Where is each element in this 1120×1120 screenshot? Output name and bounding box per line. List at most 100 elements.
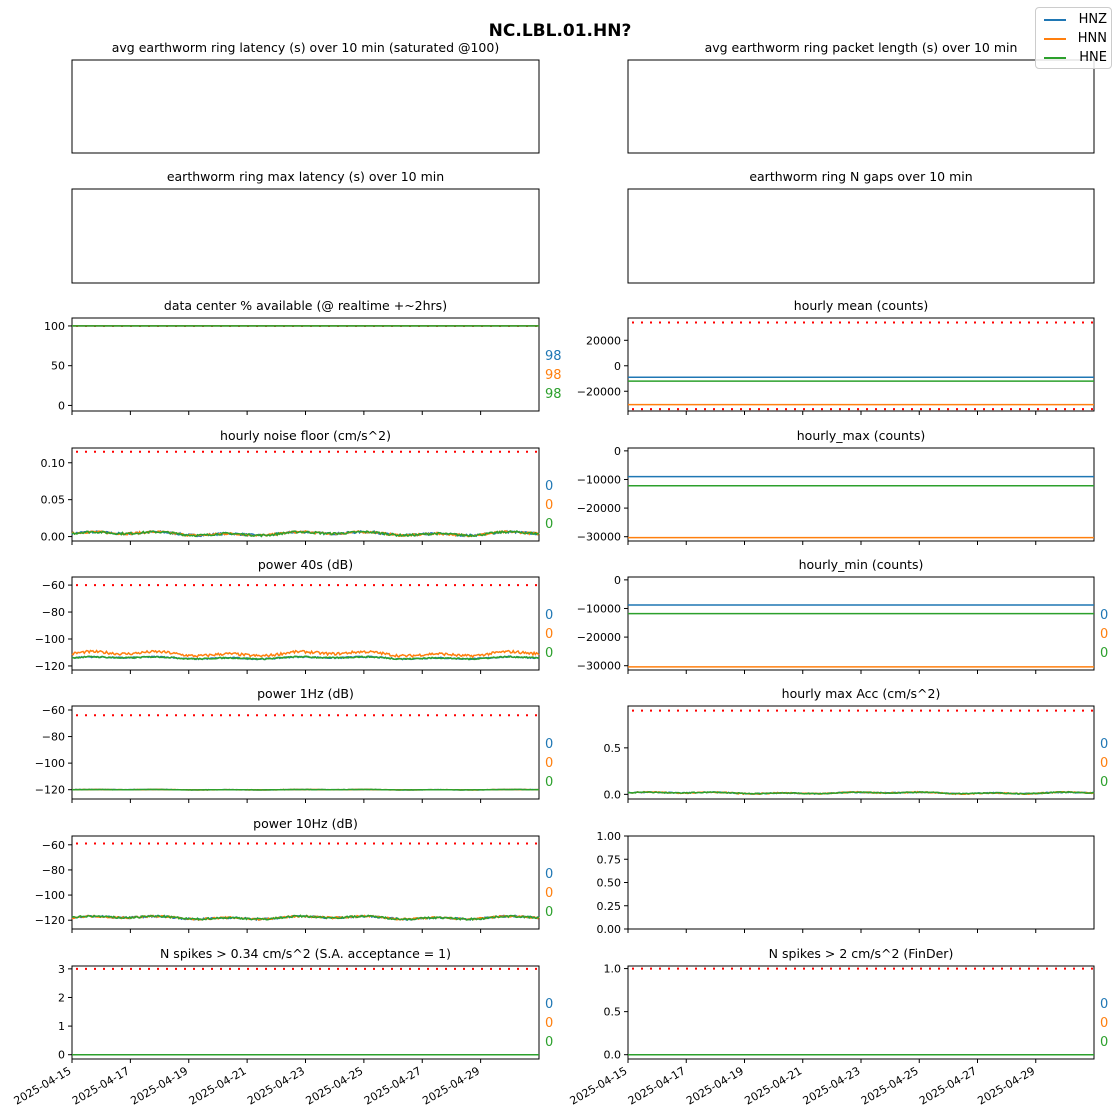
- panel-10-side-label-hnn: 0: [1100, 627, 1108, 642]
- panel-5: data center % available (@ realtime +~2h…: [44, 298, 562, 415]
- panel-5-frame: [71, 317, 540, 412]
- panel-4-frame: [627, 188, 1095, 284]
- panel-11-side-label-hnz: 0: [545, 737, 553, 752]
- panel-16-side-label-hnz: 0: [1100, 997, 1108, 1012]
- panel-9-side-label-hne: 0: [545, 646, 553, 661]
- panel-15-xtick-label: 2025-04-25: [304, 1064, 366, 1107]
- panel-16-ytick-label: 0.0: [604, 1049, 622, 1062]
- panel-5-title: data center % available (@ realtime +~2h…: [164, 298, 447, 313]
- panel-16-frame: [627, 965, 1095, 1060]
- panel-15-xtick-label: 2025-04-21: [187, 1064, 249, 1107]
- panel-4-title: earthworm ring N gaps over 10 min: [749, 169, 972, 184]
- legend-swatch-hne: [1044, 57, 1066, 59]
- panel-12-side-label-hne: 0: [1100, 775, 1108, 790]
- panel-16-title: N spikes > 2 cm/s^2 (FinDer): [769, 946, 954, 961]
- panel-10-ytick-label: 0: [614, 574, 621, 587]
- panel-13-frame: [71, 835, 540, 930]
- legend-label-hne: HNE: [1079, 50, 1107, 65]
- panel-1-title: avg earthworm ring latency (s) over 10 m…: [112, 40, 499, 55]
- panel-9-side-label-hnn: 0: [545, 627, 553, 642]
- panel-3-frame: [71, 188, 540, 284]
- panel-7-side-label-hnz: 0: [545, 479, 553, 494]
- panel-13-ytick-label: −100: [35, 889, 65, 902]
- panel-10-ytick-label: −30000: [577, 660, 621, 673]
- panel-16-xtick-label: 2025-04-17: [626, 1064, 688, 1107]
- panel-7-side-label-hne: 0: [545, 517, 553, 532]
- panel-7-side-label-hnn: 0: [545, 498, 553, 513]
- panel-11-ytick-label: −100: [35, 757, 65, 770]
- panel-9-series-hne: [71, 655, 539, 661]
- panel-14-frame: [627, 835, 1095, 930]
- panel-15-ytick-label: 0: [58, 1049, 65, 1062]
- panel-4: earthworm ring N gaps over 10 min: [627, 169, 1095, 284]
- panel-16-xtick-label: 2025-04-15: [568, 1064, 630, 1107]
- panel-8-ytick-label: −30000: [577, 531, 621, 544]
- panel-15-xtick-label: 2025-04-23: [245, 1064, 307, 1107]
- panel-15-frame: [71, 965, 540, 1060]
- panel-16-side-label-hnn: 0: [1100, 1016, 1108, 1031]
- panel-9: power 40s (dB) −120 −100 −80 −60 0 0 0: [35, 557, 553, 674]
- panel-10-side-label-hnz: 0: [1100, 608, 1108, 623]
- panel-13-series-hne: [71, 914, 540, 921]
- panel-11-series-hne: [71, 788, 539, 791]
- panel-11-side-label-hne: 0: [545, 775, 553, 790]
- panel-10-side-label-hne: 0: [1100, 646, 1108, 661]
- panel-11-ytick-label: −80: [42, 731, 65, 744]
- panel-11: power 1Hz (dB) −120 −100 −80 −60 0 0 0: [35, 686, 553, 803]
- figure-title: NC.LBL.01.HN?: [489, 21, 632, 41]
- panel-7-title: hourly noise floor (cm/s^2): [220, 428, 391, 443]
- panel-5-ytick-label: 100: [44, 320, 65, 333]
- panel-2: avg earthworm ring packet length (s) ove…: [627, 40, 1095, 154]
- panel-5-ytick-label: 0: [58, 399, 65, 412]
- panel-16-ytick-label: 1.0: [604, 963, 622, 976]
- panel-12-side-label-hnn: 0: [1100, 756, 1108, 771]
- panel-9-side-label-hnz: 0: [545, 608, 553, 623]
- panel-7-ytick-label: 0.05: [41, 494, 66, 507]
- panel-9-ytick-label: −120: [35, 660, 65, 673]
- panel-9-title: power 40s (dB): [258, 557, 353, 572]
- panel-15-ytick-label: 3: [58, 963, 65, 976]
- panel-7-ytick-label: 0.00: [41, 531, 66, 544]
- panel-14: 0.00 0.25 0.50 0.75 1.00: [597, 830, 1095, 936]
- panel-8-title: hourly_max (counts): [797, 428, 926, 443]
- panel-15-side-label-hne: 0: [545, 1035, 553, 1050]
- panel-15-title: N spikes > 0.34 cm/s^2 (S.A. acceptance …: [160, 946, 451, 961]
- panel-13-ytick-label: −60: [42, 839, 65, 852]
- panel-9-ytick-label: −80: [42, 606, 65, 619]
- panel-15: N spikes > 0.34 cm/s^2 (S.A. acceptance …: [12, 946, 554, 1108]
- panel-14-ytick-label: 1.00: [597, 830, 622, 843]
- panel-15-xtick-label: 2025-04-29: [420, 1064, 482, 1107]
- panel-15-side-label-hnn: 0: [545, 1016, 553, 1031]
- legend-label-hnn: HNN: [1077, 31, 1107, 46]
- panel-14-ytick-label: 0.00: [597, 923, 622, 936]
- panel-6-ytick-label: −20000: [577, 385, 621, 398]
- panel-9-ytick-label: −100: [35, 633, 65, 646]
- panel-6: hourly mean (counts) −20000 0 20000: [577, 298, 1095, 415]
- panel-15-xtick-label: 2025-04-15: [12, 1064, 74, 1107]
- panel-12-series-hne: [627, 790, 1095, 795]
- panel-9-series-hnn: [71, 649, 540, 659]
- panel-16-xtick-label: 2025-04-21: [742, 1064, 804, 1107]
- panel-15-ytick-label: 2: [58, 991, 65, 1004]
- panel-12: hourly max Acc (cm/s^2) 0.0 0.5 0 0 0: [604, 686, 1108, 803]
- panel-10-ytick-label: −10000: [577, 602, 621, 615]
- panel-5-ytick-label: 50: [51, 360, 65, 373]
- panel-7-ytick-label: 0.10: [41, 457, 66, 470]
- panel-3: earthworm ring max latency (s) over 10 m…: [71, 169, 540, 284]
- panel-11-ytick-label: −120: [35, 784, 65, 797]
- panel-3-title: earthworm ring max latency (s) over 10 m…: [167, 169, 444, 184]
- legend-label-hnz: HNZ: [1078, 12, 1107, 27]
- legend-item-hnz: HNZ: [1036, 10, 1107, 29]
- panel-5-side-label-hnn: 98: [545, 368, 562, 383]
- panel-13-title: power 10Hz (dB): [253, 816, 358, 831]
- panel-11-frame: [71, 705, 540, 800]
- panel-13-ytick-label: −120: [35, 914, 65, 927]
- panel-16: N spikes > 2 cm/s^2 (FinDer) 0.0 0.5 1.0 0 0 0…: [568, 946, 1109, 1108]
- panels-group: avg earthworm ring latency (s) over 10 m…: [12, 40, 1109, 1108]
- panel-8-ytick-label: −10000: [577, 473, 621, 486]
- panel-2-title: avg earthworm ring packet length (s) ove…: [705, 40, 1018, 55]
- panel-1: avg earthworm ring latency (s) over 10 m…: [71, 40, 540, 154]
- panel-13-side-label-hnz: 0: [545, 867, 553, 882]
- panel-8-ytick-label: −20000: [577, 502, 621, 515]
- panel-10: hourly_min (counts) −30000 −20000 −10000 0 0 0…: [577, 557, 1108, 674]
